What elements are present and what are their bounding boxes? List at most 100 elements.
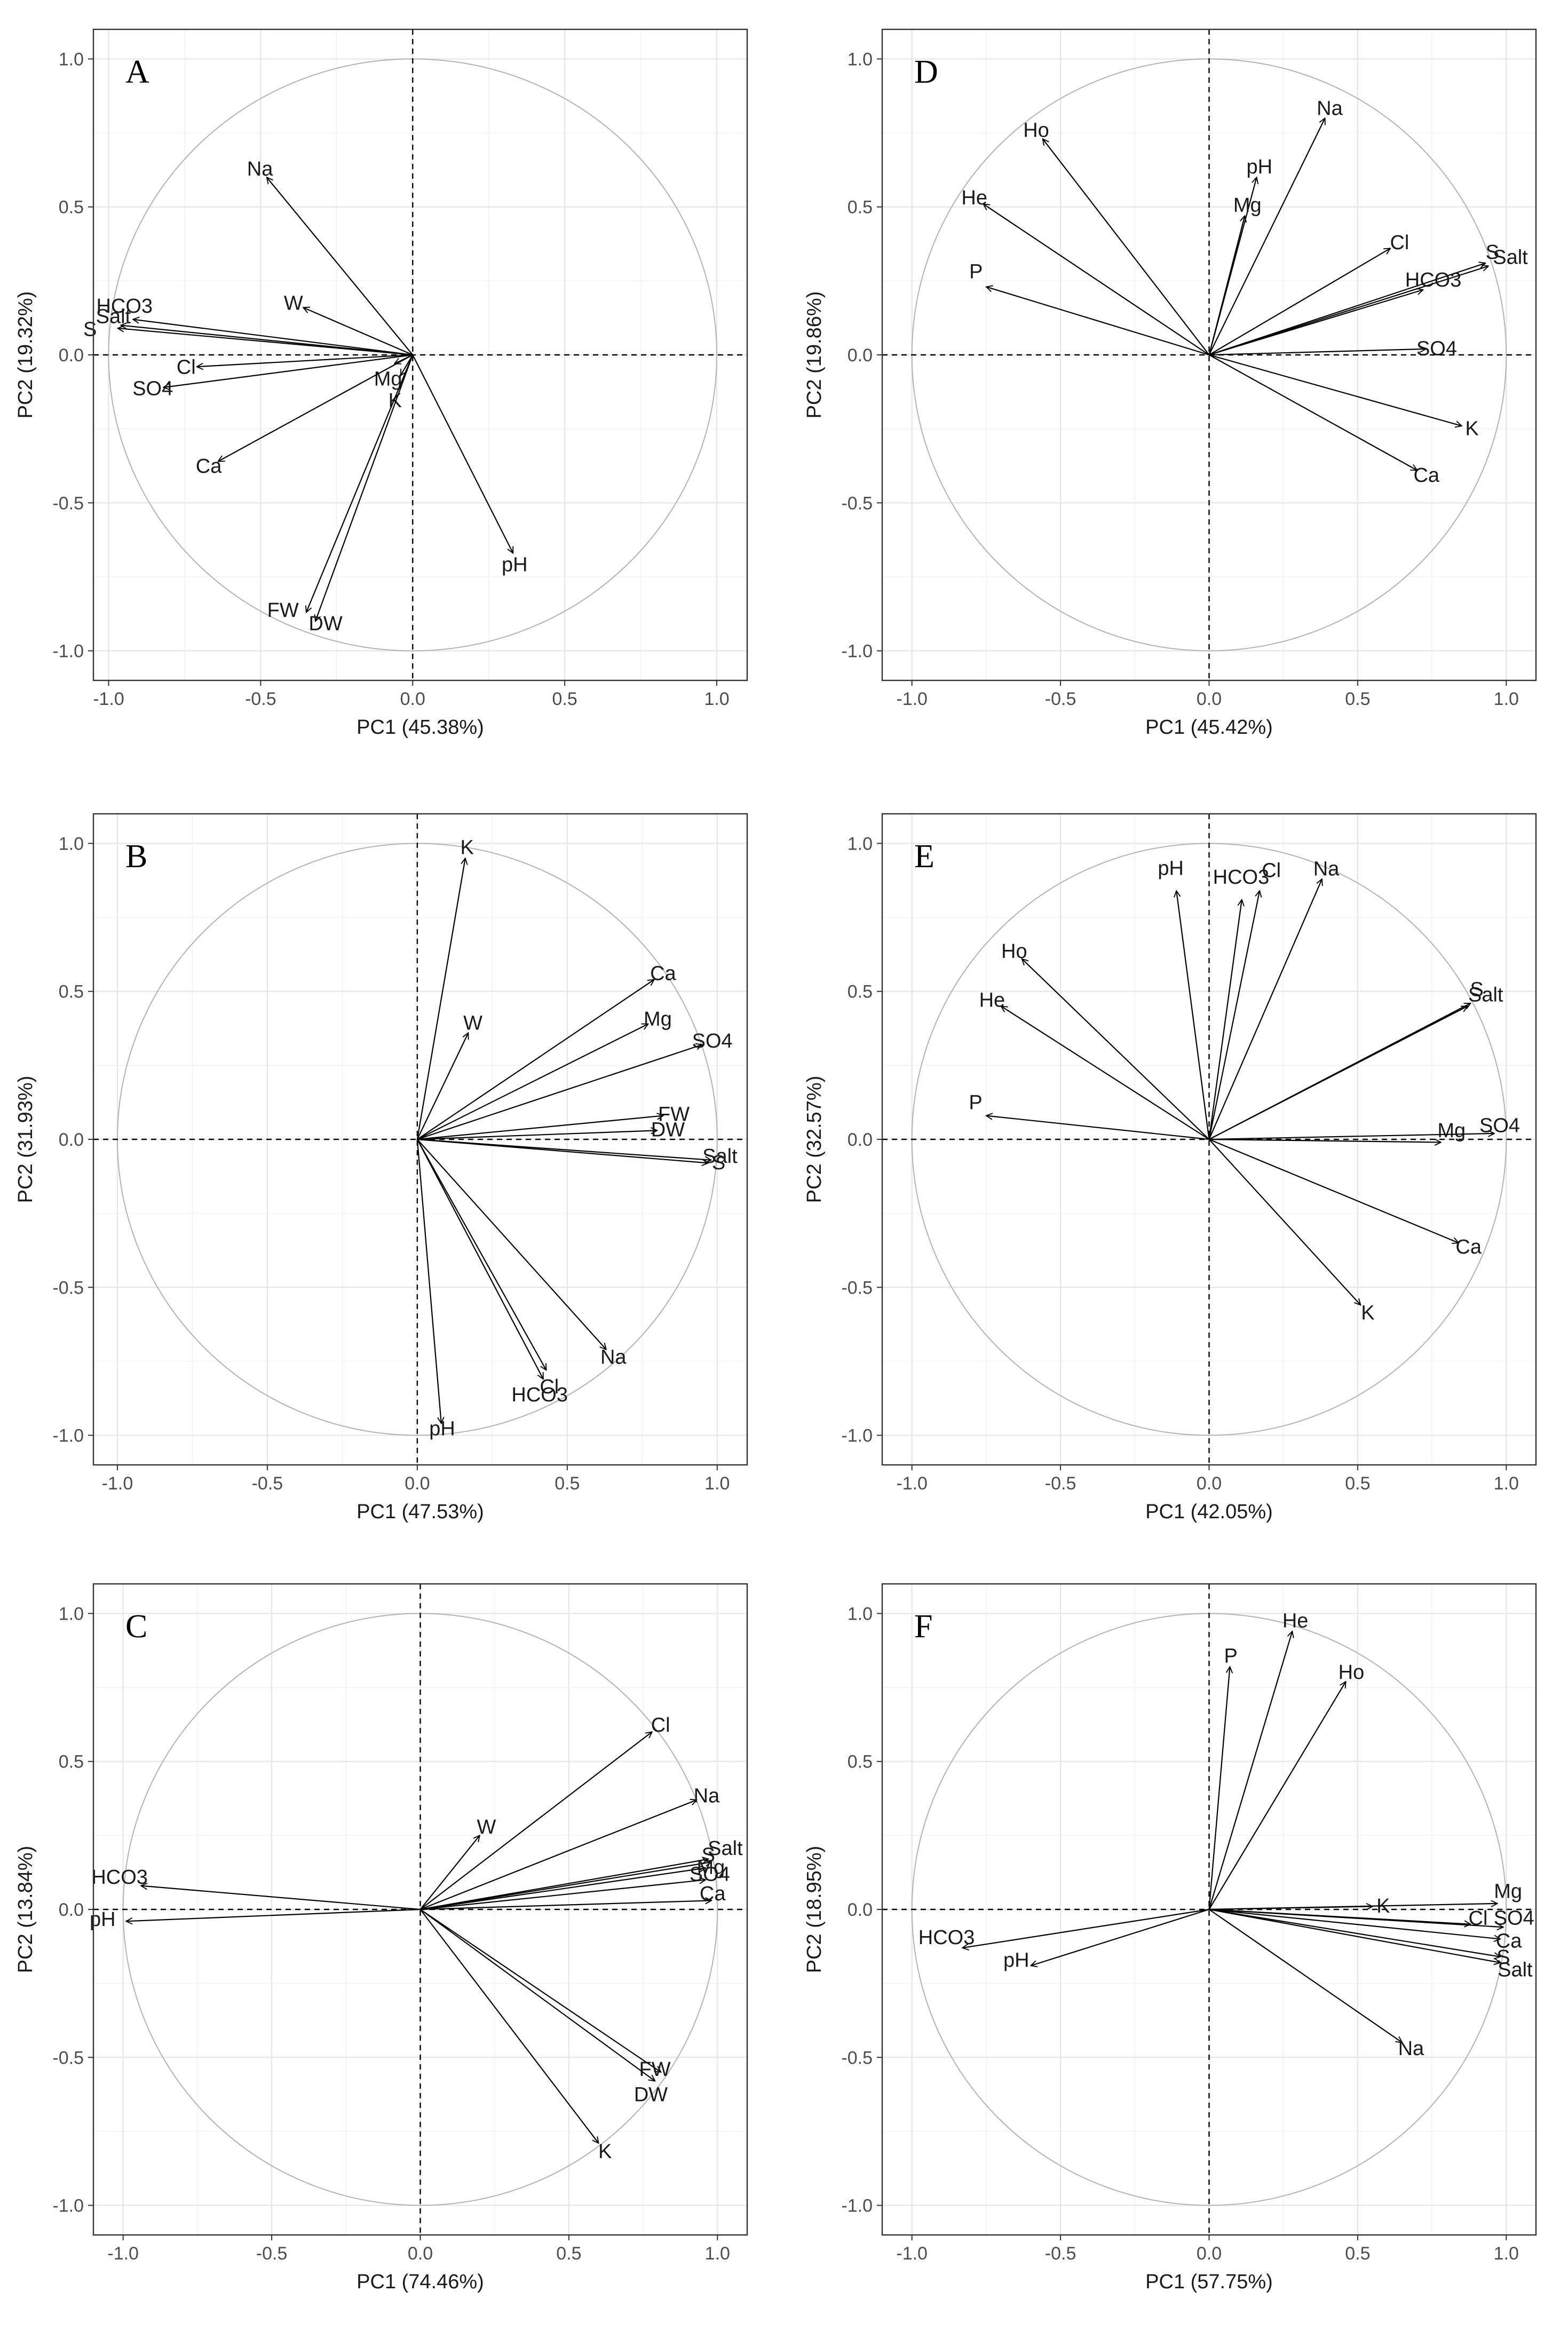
y-tick-label: -1.0 [52,1426,84,1446]
loading-arrow-ph [1176,891,1210,1140]
y-axis-title: PC2 (19.86%) [803,291,826,419]
variable-label-p: P [1224,1645,1238,1667]
variable-label-na: Na [694,1785,720,1807]
loading-arrow-k [419,1909,599,2143]
loading-arrow-salt [417,1138,708,1163]
loading-arrow-na [1208,879,1322,1140]
x-tick-label: 1.0 [1494,1473,1519,1494]
x-tick-label: 0.0 [1197,1473,1222,1494]
y-tick-label: -0.5 [52,1278,84,1298]
loading-arrow-so4 [163,354,413,387]
loading-arrow-p [986,1116,1209,1140]
variable-label-ca: Ca [650,962,676,985]
variable-label-cl: Cl [1390,232,1409,254]
variable-label-mg: Mg [696,1856,725,1878]
variable-label-w: W [477,1816,496,1838]
variable-label-so4: SO4 [1494,1907,1534,1929]
y-tick-label: 1.0 [848,49,873,69]
y-tick-label: 0.0 [848,1130,873,1150]
loading-arrow-p [986,287,1209,356]
variable-label-p: P [969,261,983,283]
y-tick-label: -0.5 [841,1278,873,1298]
y-tick-label: 1.0 [59,1604,84,1624]
x-axis-title: PC1 (74.46%) [357,2271,484,2293]
x-tick-label: -0.5 [252,1473,283,1494]
x-tick-label: -0.5 [245,689,276,709]
loading-arrow-so4 [420,1880,706,1910]
variable-label-k: K [1465,418,1478,440]
panel-letter: E [914,838,935,875]
y-tick-label: 1.0 [848,834,873,854]
loading-arrow-cl [197,354,413,367]
loading-arrow-ca [1209,1138,1459,1243]
y-tick-label: 0.0 [59,1130,84,1150]
variable-label-s: S [83,318,97,340]
variable-label-hco3: HCO3 [91,1866,148,1889]
loading-arrow-ca [1208,354,1417,470]
loading-arrow-salt [1209,266,1488,356]
loading-arrow-ph [416,1139,441,1423]
loading-arrow-ca [417,980,654,1140]
x-axis-title: PC1 (45.42%) [1145,716,1273,739]
loading-arrow-he [1001,1006,1210,1140]
grid [93,1584,747,2235]
y-tick-label: -0.5 [841,2048,873,2068]
x-tick-label: -0.5 [256,2243,288,2264]
loading-arrow-cl [1208,891,1260,1140]
variable-label-hco3: HCO3 [511,1384,568,1406]
x-axis-title: PC1 (42.05%) [1145,1501,1273,1523]
y-tick-label: 1.0 [59,834,84,854]
loading-arrow-dw [419,1909,655,2081]
x-tick-label: 0.5 [555,1473,580,1494]
loading-arrow-na [1208,118,1325,355]
loading-arrow-he [1208,1631,1293,1910]
loading-arrow-na [1208,1909,1403,2043]
y-tick-label: 0.5 [848,1752,873,1772]
x-tick-label: 1.0 [1494,689,1519,709]
variable-label-na: Na [1398,2037,1424,2060]
variable-label-cl: Cl [1262,860,1281,882]
loading-arrow-cl [416,1139,547,1370]
loading-arrow-salt [1208,1005,1468,1140]
y-tick-label: -0.5 [841,493,873,513]
y-tick-label: 0.5 [848,982,873,1002]
y-tick-label: 1.0 [848,1604,873,1624]
loading-arrow-hco3 [416,1139,544,1379]
variable-label-fw: FW [267,599,299,622]
panel-letter: C [125,1608,147,1645]
biplot-panel-e: pH HCO3 Cl Na Ho He S Salt P Mg SO4 Ca K -1.0 -0.5 0.0 0… [789,784,1568,1561]
y-tick-label: -0.5 [52,493,84,513]
x-tick-label: 1.0 [1494,2243,1519,2264]
x-tick-label: 0.0 [1197,689,1222,709]
y-tick-label: 0.5 [848,197,873,218]
loading-arrow-mg [1209,1904,1498,1910]
variable-label-mg: Mg [1494,1880,1522,1902]
loading-arrow-ho [1043,139,1210,355]
y-tick-label: 0.0 [848,1900,873,1920]
variable-label-dw: DW [308,613,342,635]
variable-label-k: K [598,2140,612,2163]
x-axis-title: PC1 (47.53%) [357,1501,484,1523]
variable-label-na: Na [1313,858,1340,881]
variable-label-na: Na [600,1346,627,1369]
loading-arrow-na [420,1800,697,1910]
y-tick-label: -0.5 [52,2048,84,2068]
loading-arrow-p [1208,1667,1230,1910]
x-axis-title: PC1 (45.38%) [357,716,484,739]
loading-arrow-k [1209,354,1462,426]
y-tick-label: 0.0 [59,345,84,366]
y-tick-label: 0.0 [59,1900,84,1920]
x-tick-label: 0.5 [1345,1473,1370,1494]
loading-arrow-s [1209,263,1486,356]
variable-label-ca: Ca [1455,1236,1482,1258]
variable-label-na: Na [247,158,273,180]
loading-arrow-so4 [1209,1133,1495,1140]
x-tick-label: 0.5 [1345,689,1370,709]
biplot-panel-c: Cl Na W S Salt Mg SO4 Ca HCO3 pH FW DW K -1.0 -0.5 0.0 0… [0,1555,779,2331]
biplot-panel-a: Na W HCO3 Salt S Cl SO4 Mg K Ca FW DW pH -1.0 -0.5 0.0 0… [0,0,779,776]
x-tick-label: 0.0 [400,689,425,709]
variable-label-ph: pH [429,1417,455,1440]
loading-arrow-w [419,1835,480,1910]
biplot-panel-d: Ho Na pH Mg He Cl S Salt HCO3 P SO4 K Ca -1.0 -0.5 0.0 0… [789,0,1568,776]
